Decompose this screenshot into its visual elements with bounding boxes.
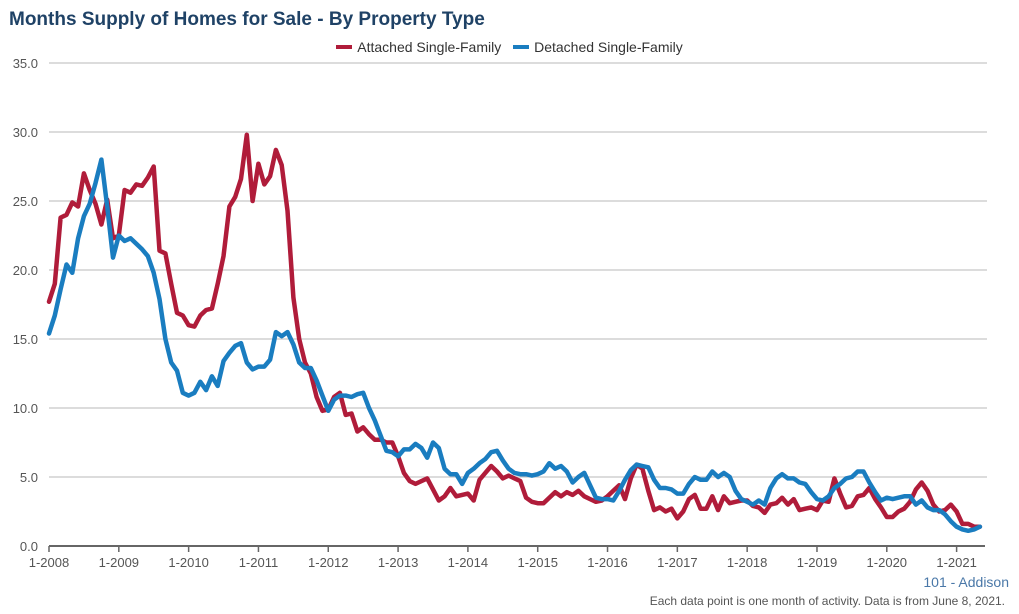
x-tick-label: 1-2017	[657, 555, 697, 570]
x-tick-label: 1-2014	[448, 555, 488, 570]
y-tick-label: 5.0	[20, 470, 38, 485]
y-tick-label: 25.0	[13, 194, 38, 209]
region-label: 101 - Addison	[923, 574, 1009, 590]
y-tick-label: 30.0	[13, 125, 38, 140]
y-tick-label: 10.0	[13, 401, 38, 416]
x-tick-label: 1-2015	[517, 555, 557, 570]
legend-swatch-attached	[336, 45, 353, 49]
x-tick-label: 1-2011	[239, 555, 279, 570]
legend-label-attached: Attached Single-Family	[357, 39, 502, 55]
x-tick-label: 1-2008	[29, 555, 69, 570]
y-tick-label: 0.0	[20, 539, 38, 554]
x-tick-label: 1-2018	[727, 555, 767, 570]
x-tick-label: 1-2016	[587, 555, 627, 570]
y-tick-label: 20.0	[13, 263, 38, 278]
legend-item-attached[interactable]: Attached Single-Family	[336, 39, 501, 55]
x-tick-label: 1-2020	[867, 555, 907, 570]
footnote: Each data point is one month of activity…	[649, 594, 1005, 608]
legend: Attached Single-Family Detached Single-F…	[0, 36, 1019, 55]
x-tick-label: 1-2013	[378, 555, 418, 570]
x-tick-label: 1-2012	[308, 555, 348, 570]
x-tick-label: 1-2010	[168, 555, 208, 570]
legend-item-detached[interactable]: Detached Single-Family	[513, 39, 683, 55]
y-tick-label: 15.0	[13, 332, 38, 347]
chart-title: Months Supply of Homes for Sale - By Pro…	[9, 9, 485, 30]
x-tick-label: 1-2019	[797, 555, 837, 570]
x-tick-label: 1-2021	[936, 555, 976, 570]
series-line-detached	[46, 157, 983, 534]
series-line-attached	[46, 132, 983, 529]
legend-label-detached: Detached Single-Family	[534, 39, 683, 55]
legend-swatch-detached	[513, 45, 530, 49]
y-tick-label: 35.0	[13, 56, 38, 71]
x-tick-label: 1-2009	[99, 555, 139, 570]
